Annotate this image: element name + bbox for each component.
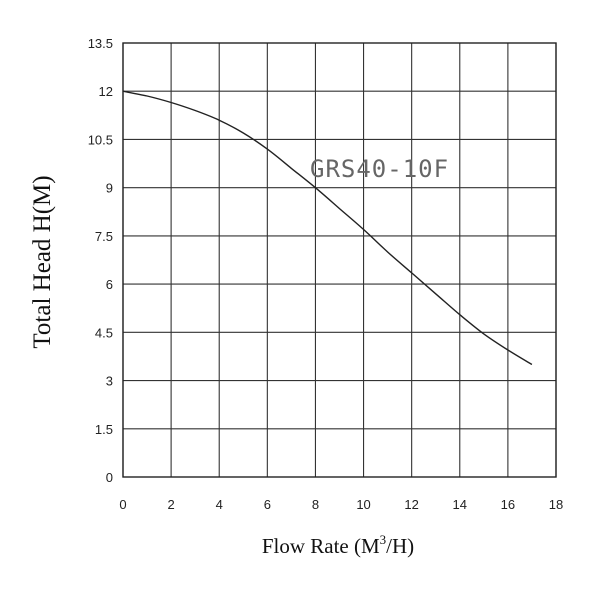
x-axis-title-main: Flow Rate (M [262,534,380,558]
x-axis-title-superscript: 3 [380,532,387,547]
x-tick-label: 12 [404,497,418,512]
y-axis-title: Total Head H(M) [29,175,56,348]
y-tick-label: 12 [99,84,113,99]
y-tick-label: 0 [106,470,113,485]
x-tick-label: 14 [453,497,467,512]
y-tick-labels: 0 1.5 3 4.5 6 7.5 9 10.5 12 13.5 [88,36,113,485]
y-tick-label: 10.5 [88,132,113,147]
x-tick-label: 0 [119,497,126,512]
x-tick-label: 8 [312,497,319,512]
x-tick-labels: 0 2 4 6 8 10 12 14 16 18 [119,497,563,512]
y-tick-label: 7.5 [95,229,113,244]
plot-frame [122,42,557,478]
x-tick-label: 16 [501,497,515,512]
y-tick-label: 4.5 [95,325,113,340]
x-tick-label: 4 [216,497,223,512]
series-label: GRS40-10F [310,155,449,183]
x-tick-label: 6 [264,497,271,512]
y-tick-label: 3 [106,374,113,389]
x-tick-label: 18 [549,497,563,512]
y-tick-label: 1.5 [95,422,113,437]
x-tick-label: 2 [167,497,174,512]
x-axis-title: Flow Rate (M3/H) [262,532,414,558]
y-tick-label: 6 [106,277,113,292]
x-tick-label: 10 [356,497,370,512]
series-line-grs40-10f [122,90,533,366]
y-tick-label: 13.5 [88,36,113,51]
y-tick-label: 9 [106,181,113,196]
x-axis-title-suffix: /H) [386,534,414,558]
